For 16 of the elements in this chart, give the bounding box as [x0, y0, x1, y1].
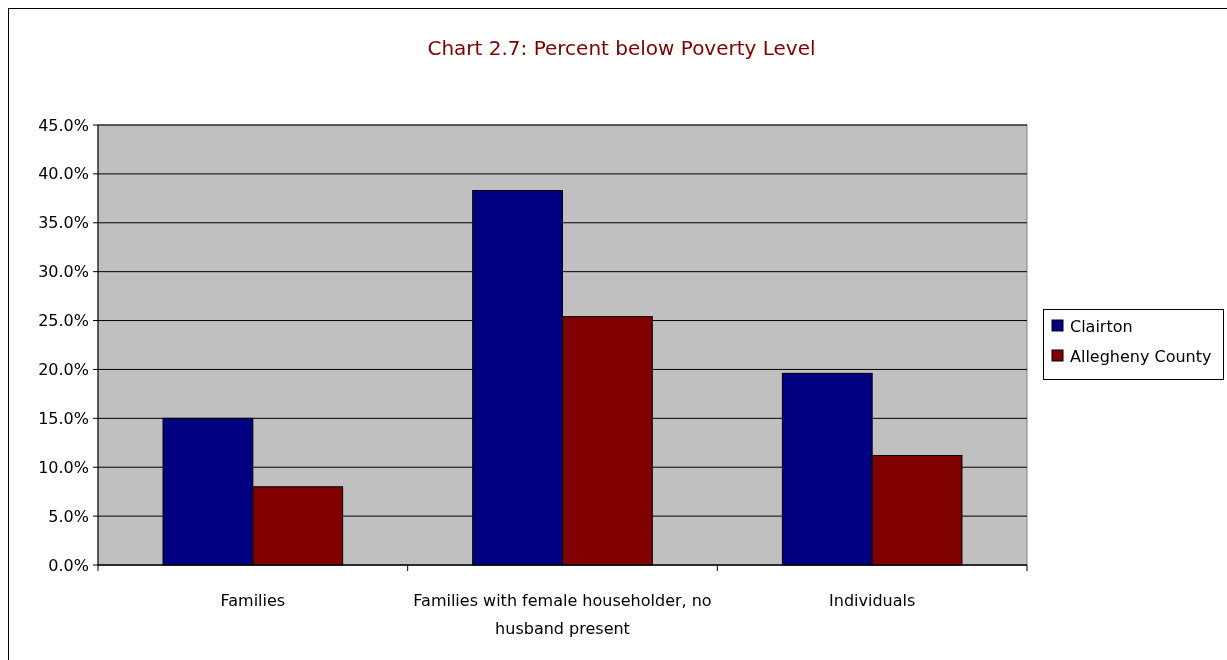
y-tick-label: 40.0%	[38, 164, 89, 184]
legend-label: Clairton	[1070, 316, 1133, 336]
y-tick-label: 5.0%	[48, 506, 89, 526]
y-tick-label: 35.0%	[38, 213, 89, 233]
x-tick-label: Families	[220, 591, 286, 610]
y-tick-label: 0.0%	[48, 555, 89, 575]
chart-title: Chart 2.7: Percent below Poverty Level	[427, 36, 816, 60]
y-tick-label: 25.0%	[38, 311, 89, 331]
y-tick-label: 30.0%	[38, 262, 89, 282]
y-tick-label: 20.0%	[38, 360, 89, 380]
legend-label: Allegheny County	[1070, 346, 1212, 366]
x-tick-label: Individuals	[829, 591, 916, 610]
y-tick-label: 15.0%	[38, 408, 89, 428]
y-tick-label: 45.0%	[38, 115, 89, 135]
x-tick-label: Families with female householder, no husband present	[413, 591, 712, 638]
y-tick-label: 10.0%	[38, 457, 89, 477]
